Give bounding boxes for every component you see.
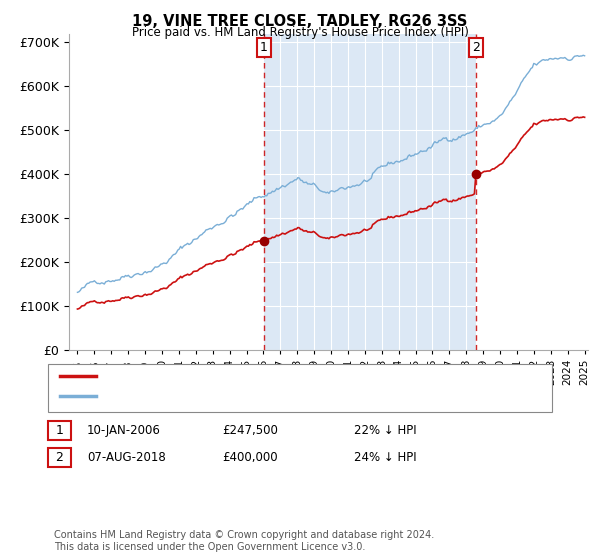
Text: 22% ↓ HPI: 22% ↓ HPI (354, 423, 416, 437)
Text: 1: 1 (260, 41, 268, 54)
Text: 1: 1 (55, 423, 64, 437)
Text: £247,500: £247,500 (222, 423, 278, 437)
Text: 2: 2 (472, 41, 480, 54)
Text: 10-JAN-2006: 10-JAN-2006 (87, 423, 161, 437)
Text: 19, VINE TREE CLOSE, TADLEY, RG26 3SS: 19, VINE TREE CLOSE, TADLEY, RG26 3SS (133, 14, 467, 29)
Text: HPI: Average price, detached house, Basingstoke and Deane: HPI: Average price, detached house, Basi… (105, 391, 443, 402)
Bar (264, 34, 476, 350)
Text: 07-AUG-2018: 07-AUG-2018 (87, 451, 166, 464)
Text: Price paid vs. HM Land Registry's House Price Index (HPI): Price paid vs. HM Land Registry's House … (131, 26, 469, 39)
Text: 2: 2 (55, 451, 64, 464)
Text: Contains HM Land Registry data © Crown copyright and database right 2024.
This d: Contains HM Land Registry data © Crown c… (54, 530, 434, 552)
Text: 19, VINE TREE CLOSE, TADLEY, RG26 3SS (detached house): 19, VINE TREE CLOSE, TADLEY, RG26 3SS (d… (105, 371, 437, 381)
Text: £400,000: £400,000 (222, 451, 278, 464)
Text: 24% ↓ HPI: 24% ↓ HPI (354, 451, 416, 464)
